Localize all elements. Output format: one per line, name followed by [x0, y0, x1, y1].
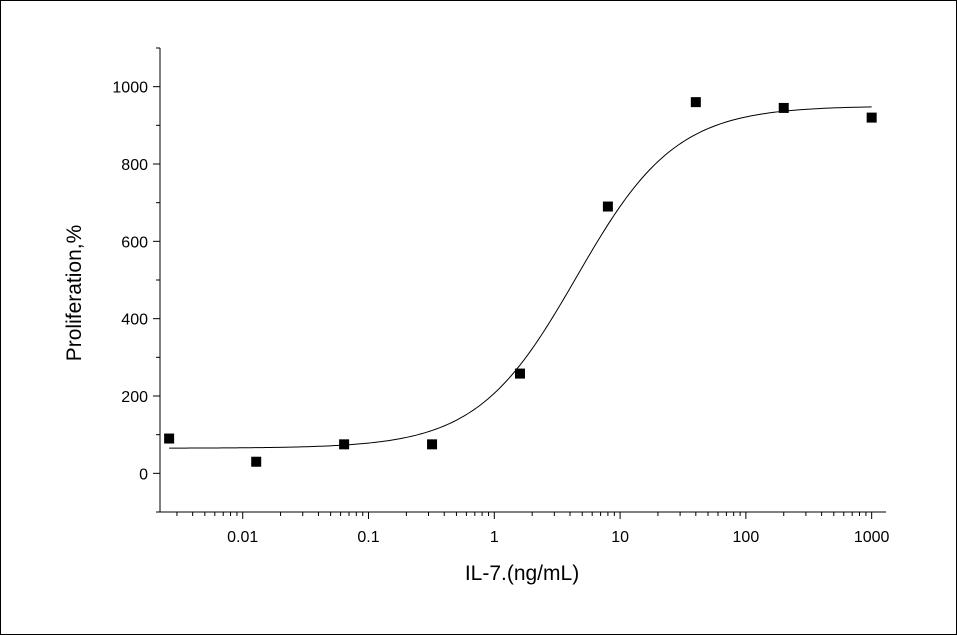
y-tick-label: 200	[121, 389, 148, 406]
data-point	[339, 439, 350, 450]
data-point	[514, 368, 525, 379]
x-tick-label: 10	[611, 529, 629, 546]
y-axis-title: Proliferation,%	[63, 225, 86, 362]
x-axis-ticks: 0.01 0.1 1 10 100 1000	[176, 512, 890, 546]
x-tick-label: 0.01	[227, 529, 258, 546]
fit-curve	[169, 106, 872, 449]
data-point	[427, 439, 438, 450]
y-tick-label: 1000	[112, 80, 148, 97]
data-point	[690, 97, 701, 108]
x-tick-label: 1000	[854, 529, 890, 546]
y-tick-label: 0	[139, 466, 148, 483]
data-point	[602, 201, 613, 212]
x-tick-label: 0.1	[357, 529, 379, 546]
data-points	[164, 97, 877, 467]
y-tick-label: 400	[121, 312, 148, 329]
data-point	[778, 102, 789, 113]
x-tick-label: 1	[490, 529, 499, 546]
fit-curve-layer	[169, 106, 872, 449]
x-axis-title: IL-7.(ng/mL)	[465, 562, 579, 585]
data-point	[866, 112, 877, 123]
y-axis-ticks: 0 200 400 600 800 1000	[112, 47, 160, 513]
x-tick-label: 100	[733, 529, 760, 546]
data-point	[164, 433, 175, 444]
y-tick-label: 600	[121, 234, 148, 251]
axes	[159, 48, 886, 513]
y-tick-label: 800	[121, 157, 148, 174]
data-point	[251, 456, 262, 467]
